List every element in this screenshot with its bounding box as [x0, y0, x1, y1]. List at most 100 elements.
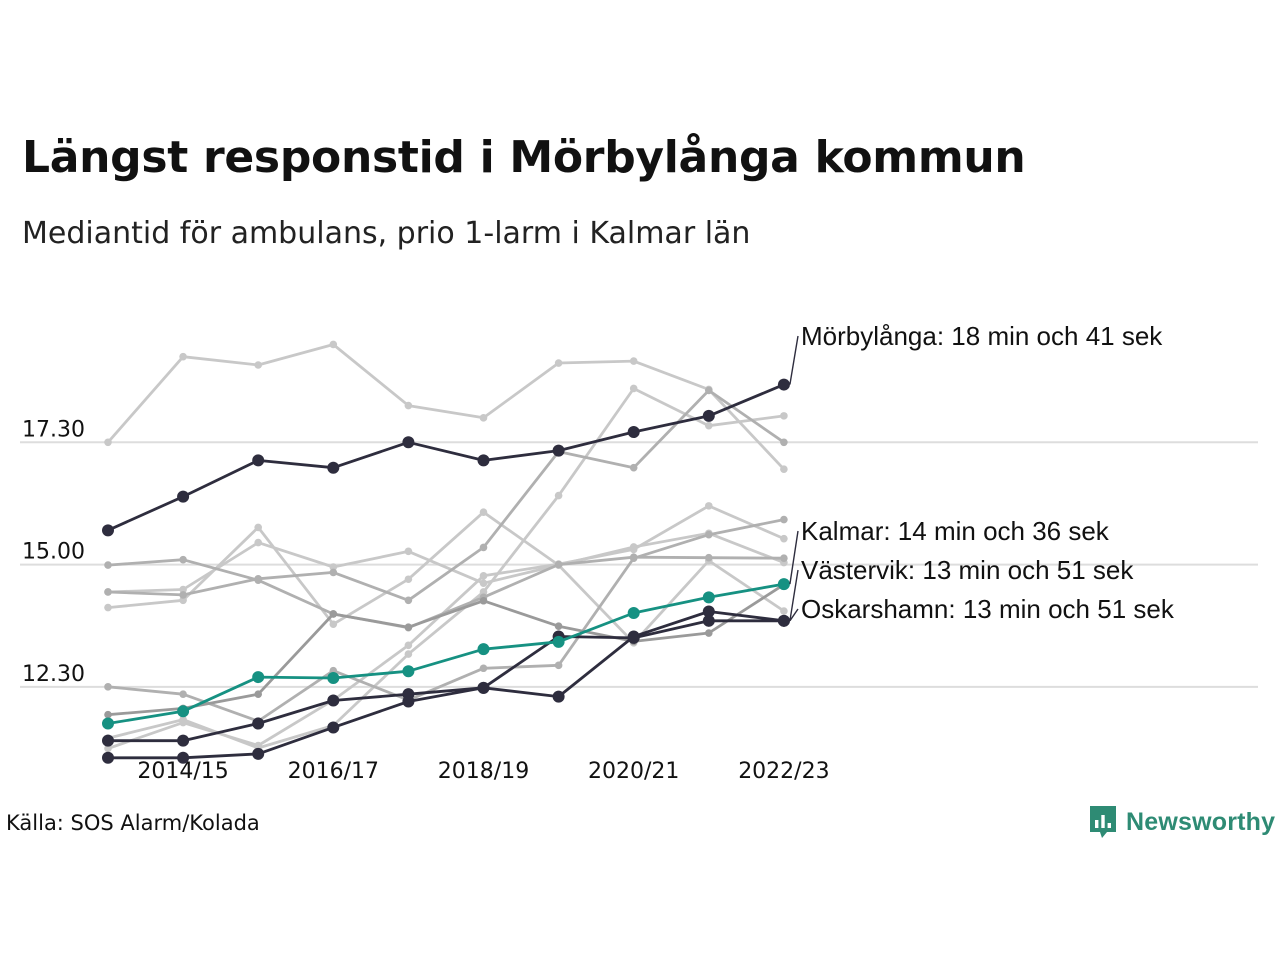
series-line [107, 510, 785, 645]
data-point [252, 454, 265, 467]
data-point [629, 384, 638, 393]
series-line [108, 619, 784, 760]
brand-name: Newsworthy [1126, 807, 1276, 836]
data-point [104, 561, 112, 569]
source-note: Källa: SOS Alarm/Kolada [6, 811, 260, 835]
series-line [108, 610, 785, 743]
data-point [629, 553, 638, 562]
data-point [627, 606, 640, 619]
series-kalmar [102, 578, 790, 730]
data-point [102, 734, 114, 747]
data-point [329, 610, 338, 618]
data-point [477, 454, 490, 467]
data-point [254, 523, 262, 532]
data-point [179, 555, 187, 564]
y-tick-label: 15.00 [22, 540, 85, 565]
data-point [702, 591, 715, 604]
data-point [179, 718, 187, 727]
data-point [327, 672, 340, 685]
series-line [107, 383, 785, 532]
series-line [107, 531, 785, 594]
data-point [705, 629, 713, 637]
data-point [552, 690, 565, 703]
data-point [780, 412, 788, 420]
label-connector [789, 530, 799, 585]
newsworthy-brand: Newsworthy [1088, 804, 1275, 840]
chart-title: Längst responstid i Mörbylånga kommun [22, 132, 1026, 183]
data-point [705, 386, 713, 395]
data-point [479, 572, 488, 580]
data-point [177, 705, 190, 718]
data-point [252, 747, 265, 760]
data-point [179, 596, 187, 605]
series-label: Kalmar: 14 min och 36 sek [801, 516, 1110, 546]
grid-lines [20, 441, 1258, 688]
data-point [554, 359, 563, 367]
data-point [629, 545, 638, 554]
series-line [107, 518, 785, 723]
data-point [479, 588, 488, 596]
data-point [705, 530, 713, 539]
data-point [629, 357, 638, 365]
data-point [179, 585, 187, 594]
data-point [179, 690, 187, 698]
data-point [705, 502, 713, 510]
data-point [705, 553, 713, 562]
background-series-line [104, 502, 788, 753]
data-point [177, 490, 190, 503]
data-point [329, 568, 338, 577]
data-point [780, 534, 788, 543]
data-point [554, 622, 563, 630]
data-point [627, 426, 640, 439]
data-point [404, 650, 413, 658]
data-point [104, 710, 112, 719]
data-point [254, 576, 262, 585]
data-point [177, 751, 190, 764]
data-point [104, 603, 112, 612]
data-point [777, 378, 790, 391]
data-point [479, 414, 488, 422]
data-point [329, 340, 338, 349]
data-point [777, 614, 790, 627]
data-point [252, 717, 265, 730]
series-label: Oskarshamn: 13 min och 51 sek [801, 594, 1175, 624]
newsworthy-logo-icon [1090, 806, 1116, 838]
data-point [702, 409, 715, 422]
data-point [554, 661, 563, 670]
series-line [106, 343, 785, 471]
y-axis-tick-labels: 12.30 15.00 17.30 [22, 417, 85, 687]
series-line [107, 583, 785, 717]
data-point [402, 436, 415, 449]
data-point [479, 579, 488, 587]
data-point [104, 683, 112, 691]
x-axis-tick-labels: 2014/15 2016/17 2018/19 2020/21 2022/23 [137, 759, 829, 784]
x-tick-label: 2016/17 [288, 759, 379, 784]
series-line [107, 388, 785, 602]
data-point [627, 631, 640, 644]
data-point [327, 694, 340, 707]
series-line [107, 582, 785, 725]
data-point [780, 554, 788, 563]
series-label: Mörbylånga: 18 min och 41 sek [801, 321, 1163, 351]
label-connector [789, 608, 799, 622]
label-connector [789, 569, 799, 621]
x-tick-label: 2022/23 [738, 759, 829, 784]
data-point [479, 664, 488, 673]
label-connector [789, 335, 799, 385]
highlighted-series [102, 378, 790, 764]
series-oskarshamn [102, 614, 790, 764]
data-point [329, 620, 338, 629]
data-point [404, 623, 413, 631]
data-point [254, 741, 262, 750]
chart-subtitle: Mediantid för ambulans, prio 1-larm i Ka… [22, 216, 751, 251]
y-tick-label: 12.30 [22, 662, 85, 687]
data-point [780, 515, 788, 524]
data-point [477, 643, 490, 656]
x-tick-label: 2020/21 [588, 759, 679, 784]
data-point [327, 461, 340, 474]
x-tick-label: 2018/19 [438, 759, 529, 784]
data-point [404, 401, 413, 410]
data-point [177, 734, 190, 747]
data-point [179, 591, 187, 599]
